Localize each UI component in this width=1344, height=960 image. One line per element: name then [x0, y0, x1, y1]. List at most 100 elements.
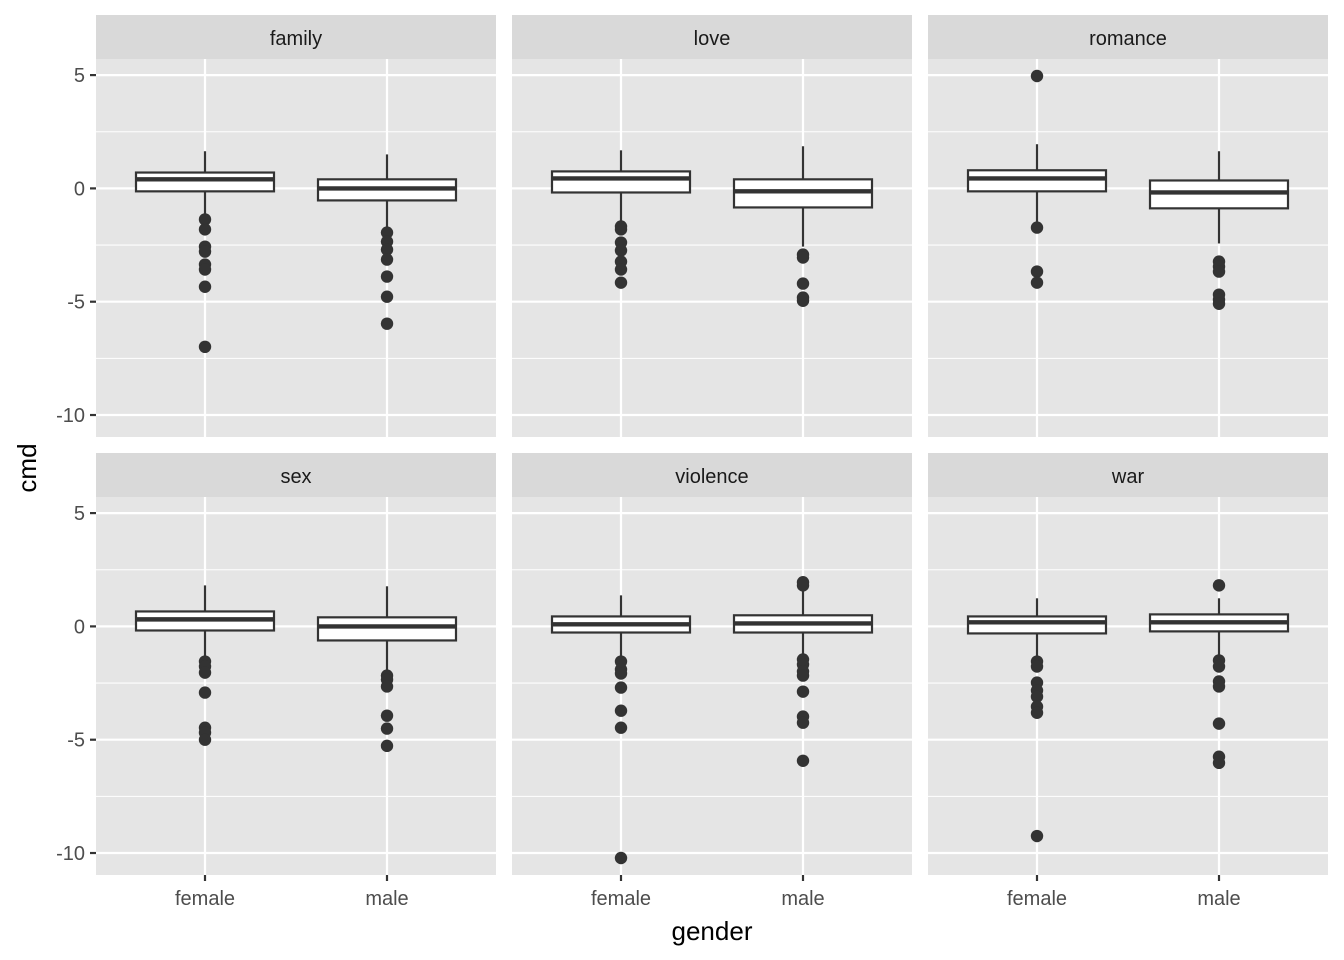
outlier-point [380, 680, 394, 693]
panel-background [928, 59, 1328, 437]
outlier-point [796, 754, 810, 767]
boxplot-female [550, 595, 692, 865]
facet-panel-love: love [512, 15, 912, 437]
y-tick-label: -10 [56, 843, 85, 865]
outlier-point [380, 317, 394, 330]
facet-strip [96, 453, 496, 497]
outlier-point [380, 290, 394, 303]
boxplot-female [134, 151, 276, 354]
panels: family love romance sex violence war [96, 15, 1328, 875]
facet-panel-violence: violence [512, 453, 912, 875]
outlier-point [1212, 680, 1226, 693]
y-axis: 5 0 -5 -10 5 0 -5 -10 [56, 65, 96, 865]
y-tick-label: 0 [74, 178, 85, 200]
boxplot-male [732, 576, 874, 767]
outlier-point [198, 245, 212, 258]
outlier-point [796, 716, 810, 729]
facet-strip [928, 15, 1328, 59]
y-tick-label: -10 [56, 405, 85, 427]
facet-strip [512, 453, 912, 497]
outlier-point [380, 226, 394, 239]
outlier-point [198, 213, 212, 226]
outlier-point [614, 721, 628, 734]
y-tick-label: -5 [67, 292, 85, 314]
outlier-point [796, 277, 810, 290]
outlier-point [1212, 265, 1226, 278]
outlier-point [614, 244, 628, 257]
outlier-point [198, 733, 212, 746]
outlier-point [614, 667, 628, 680]
x-tick-label: female [1007, 888, 1067, 910]
outlier-point [1212, 756, 1226, 770]
outlier-point [796, 685, 810, 698]
y-tick-label: 5 [74, 65, 85, 87]
panel-background [928, 497, 1328, 875]
boxplot-female [966, 598, 1108, 843]
outlier-point [380, 739, 394, 753]
facet-strip-label: love [694, 28, 731, 50]
boxplot-male [732, 146, 874, 308]
facet-panel-family: family [96, 15, 496, 437]
y-axis-title: cmd [12, 443, 42, 492]
x-tick-label: male [781, 888, 824, 910]
x-tick-label: male [1197, 888, 1240, 910]
facet-panel-romance: romance [928, 15, 1328, 437]
facet-strip-label: violence [675, 466, 748, 488]
x-tick-label: male [365, 888, 408, 910]
y-tick-label: -5 [67, 730, 85, 752]
boxplot-male [1148, 151, 1290, 310]
box-iqr [966, 615, 1108, 635]
facet-strip-label: war [1111, 466, 1145, 488]
outlier-point [796, 251, 810, 264]
outlier-point [796, 669, 810, 682]
outlier-point [614, 681, 628, 694]
facet-strip-label: romance [1089, 28, 1167, 50]
outlier-point [1030, 829, 1044, 843]
boxplot-male [316, 154, 458, 330]
boxplot-female [550, 150, 692, 289]
outlier-point [1030, 276, 1044, 289]
outlier-point [380, 243, 394, 256]
outlier-point [1212, 297, 1226, 310]
outlier-point [380, 253, 394, 266]
outlier-point [796, 579, 810, 592]
outlier-point [380, 270, 394, 283]
outlier-point [796, 294, 810, 308]
x-axis-title: gender [672, 916, 753, 946]
box-iqr [550, 170, 692, 194]
boxplot-female [966, 69, 1108, 289]
boxplot-male [1148, 579, 1290, 770]
outlier-point [198, 666, 212, 679]
outlier-point [1212, 660, 1226, 673]
facet-strip-label: sex [280, 466, 311, 488]
x-tick-label: female [591, 888, 651, 910]
outlier-point [614, 704, 628, 717]
panel-background [512, 497, 912, 875]
outlier-point [198, 280, 212, 293]
y-tick-label: 0 [74, 616, 85, 638]
outlier-point [380, 722, 394, 735]
outlier-point [1212, 579, 1226, 592]
box-iqr [966, 169, 1108, 193]
facet-strip-label: family [270, 28, 322, 50]
outlier-point [198, 686, 212, 699]
facet-strip [96, 15, 496, 59]
box-iqr [134, 171, 276, 193]
outlier-point [614, 263, 628, 276]
outlier-point [614, 223, 628, 236]
facet-panel-war: war [928, 453, 1328, 875]
outlier-point [1212, 717, 1226, 730]
outlier-point [614, 276, 628, 289]
outlier-point [198, 223, 212, 236]
outlier-point [1030, 265, 1044, 278]
panel-background [96, 497, 496, 875]
outlier-point [1030, 706, 1044, 719]
outlier-point [1030, 690, 1044, 703]
outlier-point [614, 851, 628, 865]
x-tick-label: female [175, 888, 235, 910]
outlier-point [198, 263, 212, 276]
outlier-point [380, 709, 394, 722]
facet-strip [512, 15, 912, 59]
outlier-point [1030, 660, 1044, 673]
